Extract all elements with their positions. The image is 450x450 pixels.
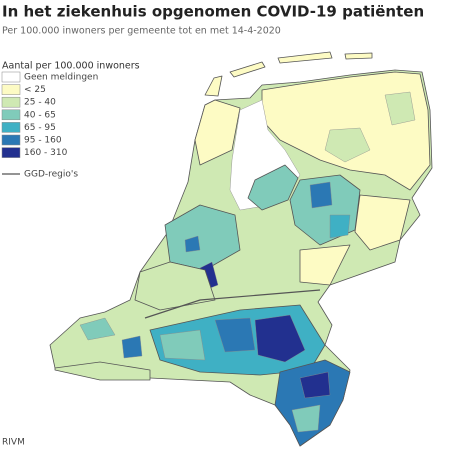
island: [277, 51, 333, 64]
region: [121, 335, 143, 359]
region: [299, 244, 351, 286]
legend-label: < 25: [24, 85, 46, 95]
legend-label: 40 - 65: [24, 110, 56, 120]
region: [274, 359, 351, 447]
region: [329, 214, 351, 239]
legend-label: 160 - 310: [24, 148, 68, 158]
region: [309, 181, 333, 209]
island: [229, 61, 266, 78]
legend-swatch: [1, 147, 21, 158]
source: RIVM: [2, 438, 25, 448]
title: In het ziekenhuis opgenomen COVID-19 pat…: [2, 3, 424, 21]
region: [291, 404, 321, 433]
legend-swatch: [1, 96, 21, 108]
river: [144, 289, 321, 319]
legend-swatch: [1, 71, 21, 83]
region: [159, 329, 206, 361]
legend-label: 95 - 160: [24, 136, 62, 146]
island: [204, 75, 223, 97]
region: [214, 317, 256, 353]
legend-swatch: [1, 109, 21, 121]
legend-swatch: [1, 122, 21, 133]
legend-swatch: [1, 134, 21, 146]
legend-label: Geen meldingen: [24, 73, 98, 83]
region: [299, 371, 331, 399]
legend-swatch: [1, 84, 21, 95]
region: [134, 261, 216, 311]
region: [79, 317, 116, 341]
region: [247, 164, 299, 211]
map: [49, 51, 433, 447]
legend-title: Aantal per 100.000 inwoners: [2, 61, 140, 72]
region: [254, 314, 306, 363]
legend: Aantal per 100.000 inwoners Geen melding…: [1, 61, 140, 180]
legend-label: 25 - 40: [24, 98, 56, 108]
legend-label: 65 - 95: [24, 123, 56, 133]
region: [54, 361, 151, 381]
region: [184, 235, 201, 253]
subtitle: Per 100.000 inwoners per gemeente tot en…: [2, 26, 281, 37]
region: [354, 194, 411, 251]
legend-label: GGD-regio's: [24, 170, 78, 180]
region: [194, 99, 241, 166]
island: [344, 52, 373, 60]
region: [384, 91, 416, 126]
region: [324, 127, 371, 163]
